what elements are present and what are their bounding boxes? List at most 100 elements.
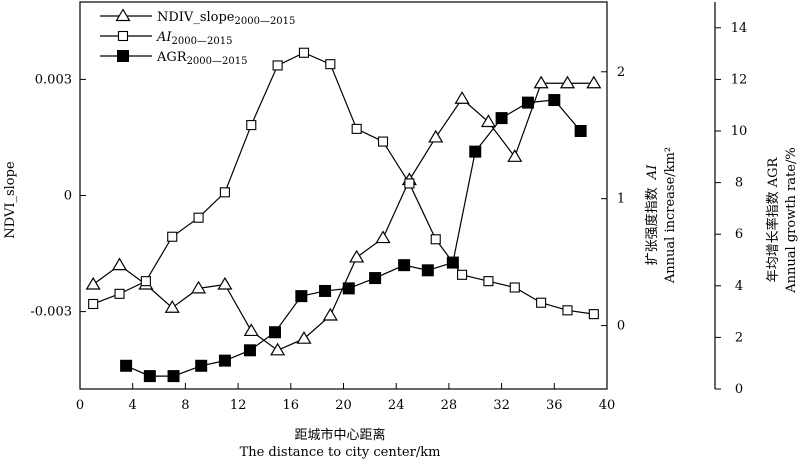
- right-axis-title-zh: 年均增长率指数 AGR: [765, 156, 781, 282]
- square-open-marker: [298, 47, 310, 58]
- x-tick-label: 28: [441, 398, 458, 413]
- square-open-marker: [246, 120, 257, 131]
- left-axis-title: NDVI_slope: [3, 161, 18, 239]
- right-tick-label: 12: [731, 72, 748, 87]
- series-layer: [85, 47, 602, 383]
- square-filled-marker: [521, 96, 534, 109]
- right-tick-label: 10: [731, 124, 748, 139]
- legend-label-main: AI: [156, 30, 172, 45]
- square-open-marker: [536, 297, 547, 308]
- triangle-open-marker: [270, 342, 286, 356]
- legend-label-main: AGR: [156, 50, 188, 65]
- legend-entry: NDIV_slope2000—2015: [100, 8, 295, 27]
- middle-axis-title-en: Annual increase/km²: [663, 147, 678, 284]
- right-axis-title-en: Annual growth rate/%: [784, 147, 799, 293]
- left-tick-label: -0.003: [30, 305, 72, 320]
- square-open-marker: [404, 178, 415, 189]
- square-open-marker: [272, 60, 283, 71]
- legend-label: NDIV_slope2000—2015: [157, 10, 295, 27]
- right-tick-label: 6: [735, 227, 743, 242]
- square-open-marker: [167, 231, 178, 242]
- middle-axis-title-zh-text: 扩张强度指数: [644, 187, 660, 265]
- square-filled-marker: [469, 145, 482, 158]
- x-axis-title-en: The distance to city center/km: [240, 445, 441, 459]
- middle-tick-label: 2: [617, 65, 625, 80]
- right-tick-label: 8: [735, 176, 743, 191]
- legend-label: AGR2000—2015: [156, 50, 247, 67]
- triangle-open-marker: [454, 91, 470, 104]
- right-tick-label: 0: [735, 382, 743, 397]
- legend: NDIV_slope2000—2015AI2000—2015AGR2000—20…: [100, 8, 295, 67]
- series-0: [85, 75, 602, 356]
- triangle-open-marker: [322, 307, 338, 321]
- legend-label: AI2000—2015: [156, 30, 232, 47]
- square-filled-marker: [268, 326, 281, 339]
- square-open-marker: [509, 282, 520, 293]
- square-open-marker: [219, 187, 230, 198]
- series-line: [92, 52, 594, 315]
- triangle-open-marker: [586, 75, 602, 89]
- square-filled-marker: [117, 50, 129, 62]
- x-tick-label: 20: [335, 398, 352, 413]
- triangle-open-marker: [507, 149, 523, 162]
- middle-axis-title-var: AI: [645, 164, 660, 180]
- square-filled-marker: [120, 359, 133, 372]
- square-open-marker: [140, 276, 151, 287]
- triangle-open-marker: [191, 280, 207, 294]
- x-tick-label: 16: [283, 398, 300, 413]
- x-tick-label: 24: [388, 398, 405, 413]
- legend-entry: AI2000—2015: [100, 30, 232, 47]
- square-open-marker: [88, 298, 99, 310]
- right-tick-label: 14: [731, 21, 748, 36]
- triangle-open-marker: [349, 249, 365, 263]
- triangle-open-marker: [375, 230, 391, 244]
- triangle-open-marker: [533, 75, 549, 89]
- square-open-marker: [117, 30, 129, 42]
- triangle-open-marker: [164, 300, 180, 313]
- triangle-open-marker: [243, 323, 259, 337]
- square-filled-marker: [574, 125, 587, 137]
- square-filled-marker: [295, 290, 308, 303]
- middle-tick-label: 0: [617, 319, 625, 334]
- square-filled-marker: [369, 272, 382, 285]
- square-open-marker: [483, 276, 494, 287]
- legend-label-sub: 2000—2015: [187, 56, 248, 67]
- x-tick-label: 8: [181, 398, 189, 413]
- square-filled-marker: [143, 370, 156, 383]
- square-open-marker: [193, 212, 204, 223]
- square-filled-marker: [319, 284, 332, 297]
- square-filled-marker: [195, 359, 208, 372]
- square-filled-marker: [398, 259, 411, 272]
- x-tick-label: 0: [76, 398, 84, 413]
- triangle-open-marker: [85, 276, 101, 290]
- x-axis-title-zh: 距城市中心距离: [294, 427, 385, 443]
- square-open-marker: [377, 136, 389, 147]
- square-filled-marker: [342, 282, 355, 295]
- triangle-open-marker: [480, 114, 496, 128]
- triangle-open-marker: [559, 75, 576, 89]
- x-tick-label: 36: [546, 398, 563, 413]
- square-filled-marker: [218, 354, 231, 367]
- right-tick-label: 4: [735, 279, 743, 294]
- triangle-open-marker: [428, 129, 444, 143]
- legend-entry: AGR2000—2015: [100, 50, 247, 67]
- x-tick-label: 4: [129, 398, 137, 413]
- legend-label-sub: 2000—2015: [172, 36, 233, 47]
- square-open-marker: [430, 234, 441, 245]
- axes-group: 0 4 8 12 16 20 24 28 32 36 40-0.00300.003012024681…: [30, 2, 747, 413]
- square-open-marker: [588, 309, 599, 320]
- right-tick-label: 2: [735, 330, 743, 345]
- square-open-marker: [114, 288, 125, 299]
- square-open-marker: [325, 59, 336, 70]
- left-tick-label: 0: [64, 189, 72, 204]
- square-filled-marker: [421, 264, 434, 277]
- x-tick-label: 12: [230, 398, 247, 413]
- square-filled-marker: [548, 94, 561, 107]
- left-tick-label: 0.003: [35, 72, 72, 87]
- square-filled-marker: [243, 344, 256, 357]
- triangle-open-marker: [115, 8, 131, 22]
- square-filled-marker: [167, 370, 180, 383]
- square-open-marker: [351, 123, 362, 134]
- legend-label-main: NDIV_slope: [157, 10, 235, 25]
